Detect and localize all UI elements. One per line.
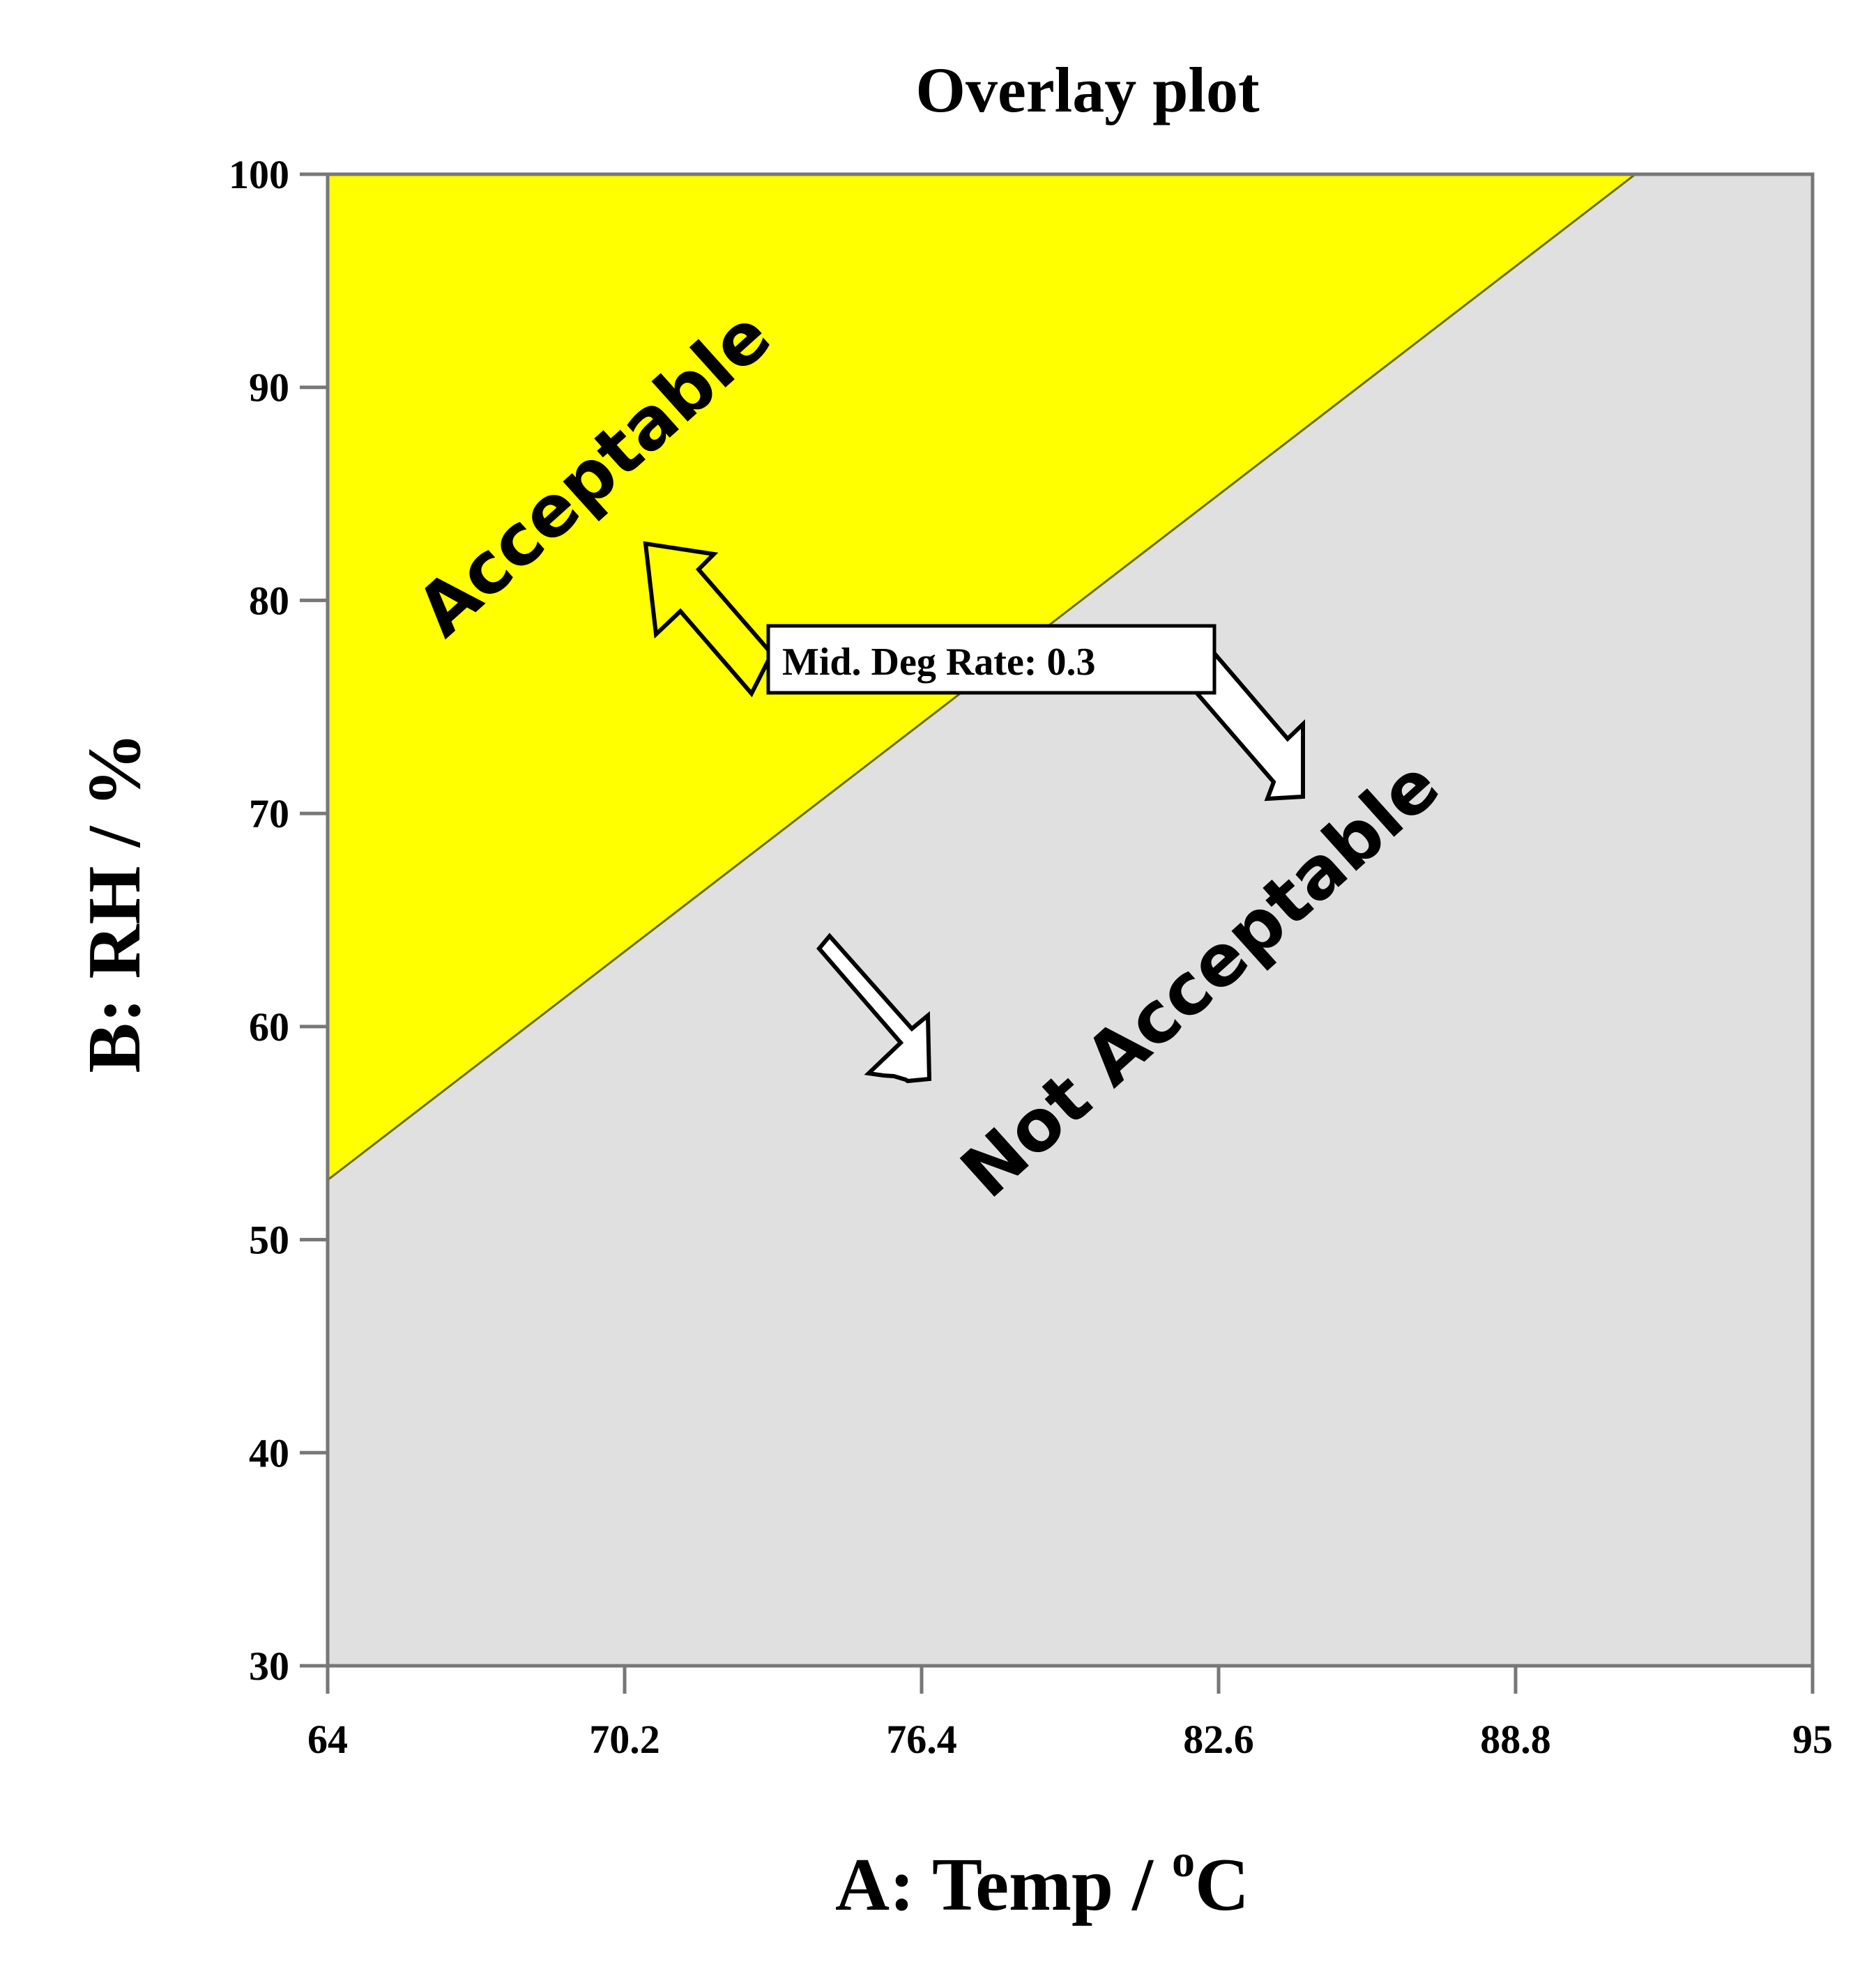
y-tick-label: 40: [249, 1430, 289, 1476]
plot-frame: [326, 172, 1815, 1668]
y-tick-label: 80: [249, 578, 289, 623]
y-tick-label: 90: [249, 365, 289, 411]
y-axis-title: B: RH / %: [73, 732, 156, 1073]
y-tick-label: 100: [229, 152, 289, 197]
boundary-annotation: Mid. Deg Rate: 0.3: [766, 624, 1217, 695]
arrow-down-right-icon: [1187, 637, 1305, 802]
not-acceptable-region: [328, 174, 1813, 1666]
y-tick-label: 30: [249, 1643, 289, 1689]
x-tick-label: 76.4: [886, 1717, 957, 1762]
plot-area: [326, 172, 1815, 1668]
arrow-up-left-icon: [643, 541, 775, 698]
svg-text:Mid. Deg Rate: 0.3: Mid. Deg Rate: 0.3: [782, 641, 1095, 684]
chart-title: Overlay plot: [915, 54, 1260, 125]
x-tick-label: 70.2: [589, 1717, 660, 1762]
y-axis: 30 40 50 60 70 80 90 100: [229, 152, 328, 1689]
x-tick-label: 64: [307, 1717, 348, 1762]
x-tick-label: 95: [1792, 1717, 1833, 1762]
arrow-down-right-icon-2: [816, 933, 932, 1084]
y-tick-label: 70: [249, 791, 289, 836]
x-axis-title: A: Temp / oC: [835, 1836, 1249, 1926]
x-tick-label: 82.6: [1183, 1717, 1254, 1762]
y-tick-label: 60: [249, 1004, 289, 1050]
x-axis: 64 70.2 76.4 82.6 88.8 95: [307, 1666, 1833, 1762]
x-tick-label: 88.8: [1480, 1717, 1551, 1762]
y-tick-label: 50: [249, 1218, 289, 1263]
